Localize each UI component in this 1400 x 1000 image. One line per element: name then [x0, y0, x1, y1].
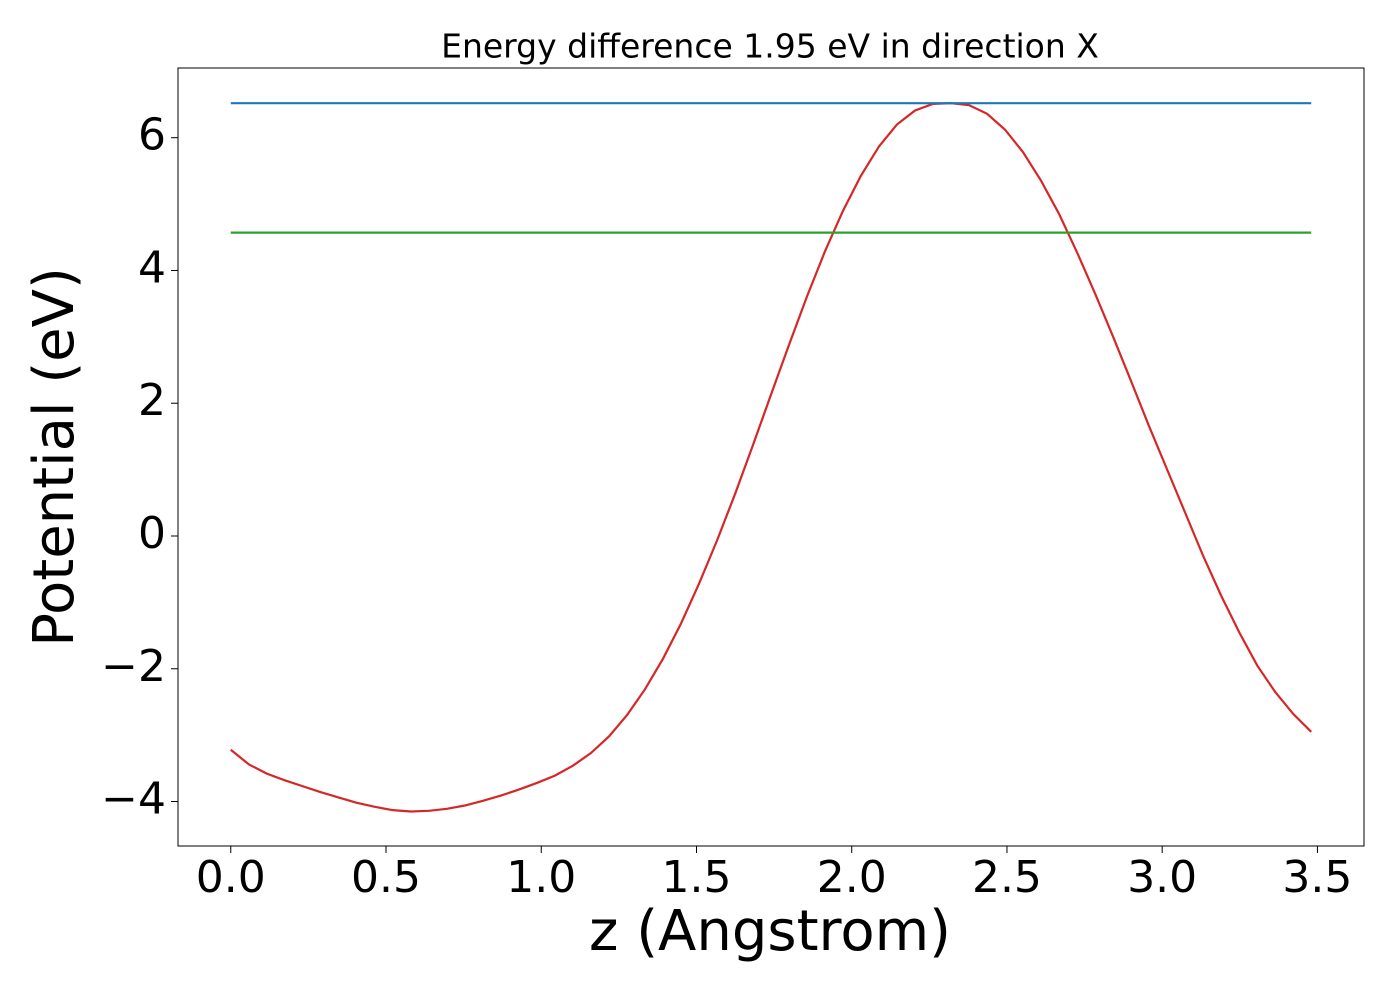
x-tick-label: 0.0	[196, 852, 266, 903]
y-tick-label: 6	[138, 110, 166, 161]
x-tick-label: 2.5	[972, 852, 1042, 903]
chart-title: Energy difference 1.95 eV in direction X	[441, 27, 1099, 66]
y-tick-label: 4	[138, 242, 166, 293]
x-tick-label: 1.0	[506, 852, 576, 903]
line-series	[230, 102, 1312, 813]
y-axis-label: Potential (eV)	[22, 267, 87, 647]
x-tick-label: 0.5	[351, 852, 421, 903]
y-tick-label: −2	[101, 641, 166, 692]
x-tick-label: 3.5	[1282, 852, 1352, 903]
x-axis-label: z (Angstrom)	[589, 899, 951, 964]
x-tick-label: 1.5	[661, 852, 731, 903]
plot-frame	[177, 67, 1365, 847]
x-tick-label: 3.0	[1127, 852, 1197, 903]
y-tick-label: −4	[101, 774, 166, 825]
x-tick-label: 2.0	[817, 852, 887, 903]
y-tick-label: 2	[138, 375, 166, 426]
y-tick-label: 0	[138, 508, 166, 559]
